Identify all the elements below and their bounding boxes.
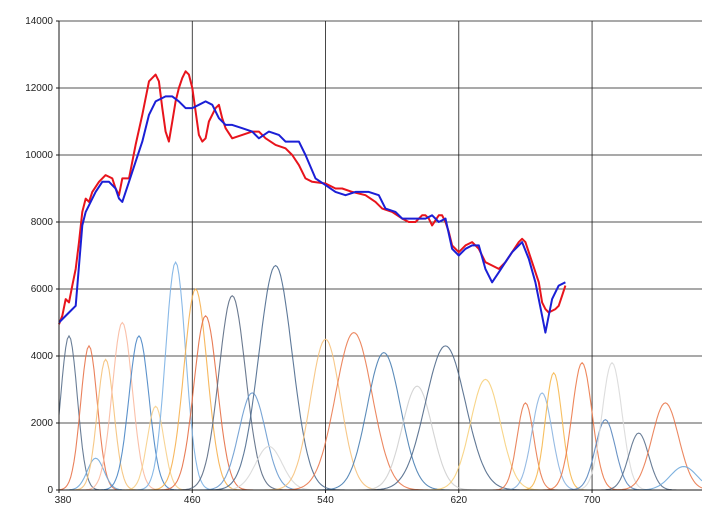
x-tick-label: 540 [317, 495, 334, 506]
y-tick-label: 12000 [25, 83, 53, 94]
x-tick-label: 460 [184, 495, 201, 506]
y-tick-label: 10000 [25, 150, 53, 161]
y-tick-label: 4000 [31, 351, 54, 362]
x-tick-label: 620 [450, 495, 467, 506]
series-line [58, 70, 567, 325]
y-tick-label: 2000 [31, 418, 54, 429]
plot-area [59, 21, 702, 490]
y-tick-label: 6000 [31, 284, 54, 295]
x-tick-label: 380 [55, 495, 72, 506]
y-tick-label: 8000 [31, 217, 54, 228]
y-tick-label: 14000 [25, 16, 53, 27]
series-line [58, 95, 566, 334]
y-tick-label: 0 [47, 485, 53, 496]
x-tick-label: 700 [584, 495, 601, 506]
